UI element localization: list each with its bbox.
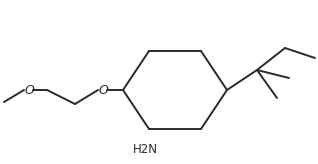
- Text: H2N: H2N: [133, 143, 157, 156]
- Text: O: O: [24, 83, 34, 96]
- Text: O: O: [98, 83, 108, 96]
